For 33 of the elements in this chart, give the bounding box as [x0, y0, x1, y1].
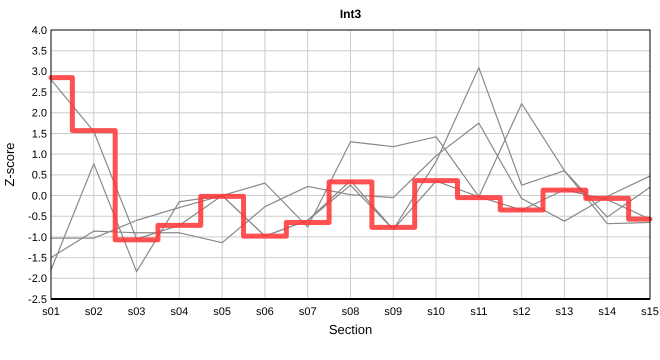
y-tick-label: -1.0 [28, 232, 47, 244]
x-tick-label: s06 [256, 306, 274, 318]
x-tick-label: s03 [128, 306, 146, 318]
y-tick-label: 4.0 [32, 24, 47, 37]
y-tick-label: 3.0 [32, 66, 47, 78]
y-tick-label: -0.5 [28, 211, 47, 224]
x-tick-label: s05 [213, 306, 232, 318]
x-tick-label: s14 [598, 306, 616, 318]
x-tick-label: s11 [470, 306, 488, 318]
y-tick-label: -1.5 [28, 252, 47, 264]
y-tick-label: -2.5 [28, 294, 47, 306]
y-tick-label: 0.0 [32, 190, 47, 202]
x-tick-label: s01 [42, 306, 60, 318]
y-tick-label: 0.5 [32, 170, 47, 182]
y-tick-label: 2.0 [32, 108, 47, 120]
x-tick-label: s15 [641, 306, 659, 318]
x-axis-title: Section [328, 322, 372, 337]
x-tick-label: s07 [298, 306, 317, 318]
chart-title: Int3 [340, 7, 362, 21]
x-tick-label: s09 [384, 306, 402, 318]
y-tick-label: -2.0 [28, 273, 47, 286]
x-tick-label: s10 [427, 306, 445, 318]
x-tick-label: s04 [170, 306, 188, 318]
x-tick-label: s02 [84, 306, 103, 318]
y-tick-label: 2.5 [32, 86, 47, 99]
y-tick-label: 1.0 [32, 149, 47, 162]
y-tick-label: 1.5 [32, 128, 47, 140]
x-tick-label: s08 [342, 306, 360, 318]
line-series [50, 67, 651, 272]
y-tick-label: 3.5 [32, 46, 47, 58]
x-tick-label: s12 [512, 306, 531, 318]
x-tick-label: s13 [556, 306, 574, 318]
y-axis-title: Z-score [2, 142, 17, 187]
